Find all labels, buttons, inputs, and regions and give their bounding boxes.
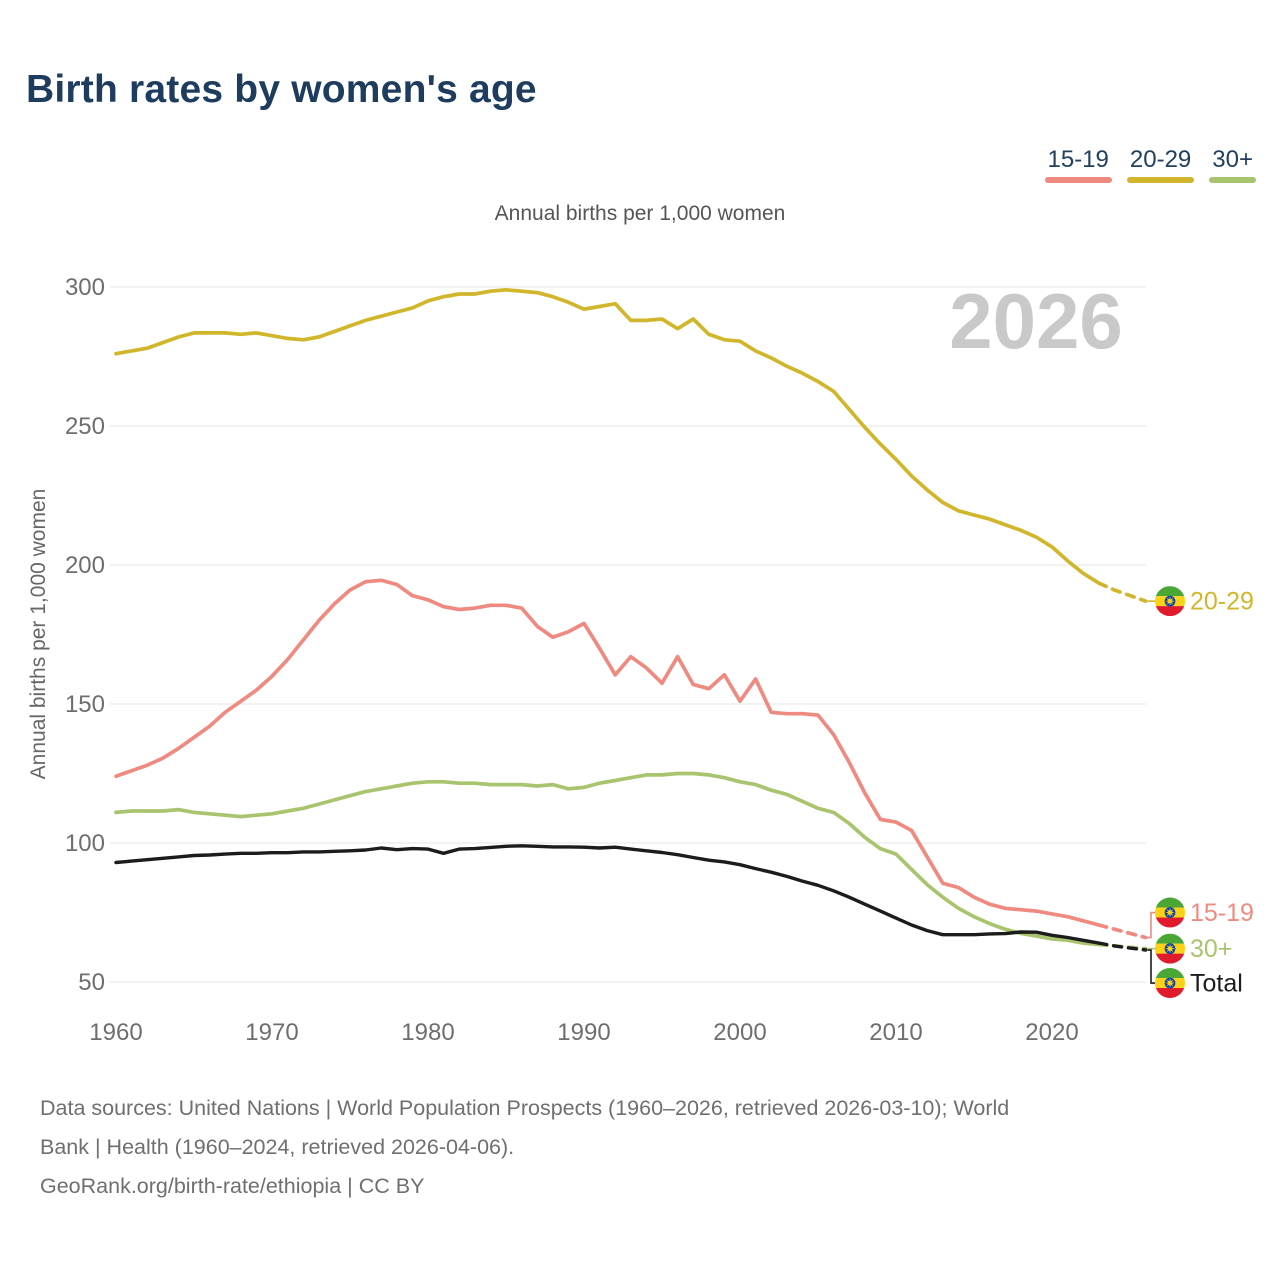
x-tick-label: 1990 [557,1019,610,1046]
flag-emblem-star [1165,978,1175,988]
y-tick-label: 200 [65,552,105,579]
y-tick-label: 250 [65,413,105,440]
attribution-line: GeoRank.org/birth-rate/ethiopia | CC BY [40,1174,425,1198]
data-series [114,287,1148,952]
series-line-projection-total [1097,941,1148,952]
flag-emblem-star [1165,944,1175,954]
flag-stripe-green [1155,897,1185,908]
flag-stripe-red [1155,917,1185,928]
data-sources-line-1: Data sources: United Nations | World Pop… [40,1096,1010,1120]
end-label-30+: 30+ [1190,935,1232,963]
flag-emblem-star [1165,907,1175,918]
legend-label: 20-29 [1129,146,1192,173]
series-line-projection-15-19 [1096,923,1148,940]
flag-stripe-red [1155,953,1185,964]
x-tick-label: 2010 [869,1019,922,1046]
end-label-15-19: 15-19 [1190,899,1254,927]
ethiopia-flag-icon [1155,933,1185,964]
ethiopia-flag-icon [1155,586,1185,617]
x-tick-label: 1970 [245,1019,298,1046]
legend-item-30plus[interactable]: 30+ [1209,146,1256,183]
page-title: Birth rates by women's age [26,68,537,111]
end-label-20-29: 20-29 [1190,588,1254,616]
flag-stripe-green [1155,968,1185,979]
x-tick-label: 1960 [89,1019,142,1046]
ethiopia-flag-icon [1155,897,1185,928]
flag-emblem-star [1165,596,1175,606]
footer: Data sources: United Nations | World Pop… [40,1089,1240,1206]
data-sources-line-2: Bank | Health (1960–2024, retrieved 2026… [40,1135,515,1159]
series-line-30+ [114,771,1101,947]
x-tick-label: 2020 [1025,1019,1078,1046]
y-tick-label: 100 [65,830,105,857]
age-group-legend: 15-19 20-29 30+ [1044,146,1256,183]
flag-stripe-red [1155,988,1185,999]
legend-color-bar [1126,177,1195,183]
end-annotations: 15-19 20-29 30+ Total [1147,586,1254,999]
x-tick-label: 2000 [713,1019,766,1046]
x-tick-label: 1980 [401,1019,454,1046]
chart-subtitle: Annual births per 1,000 women [495,202,786,225]
legend-label: 30+ [1212,146,1253,173]
legend-color-bar [1044,177,1112,183]
end-label-connector-total [1147,949,1155,984]
flag-stripe-red [1155,606,1185,617]
y-axis-ticks: 300 250 200 150 100 50 [65,274,105,996]
y-tick-label: 150 [65,691,105,718]
legend-item-15-19[interactable]: 15-19 [1044,146,1112,183]
y-axis-title: Annual births per 1,000 women [27,489,50,780]
y-tick-label: 50 [78,969,105,996]
x-axis-ticks: 1960 1970 1980 1990 2000 2010 2020 [89,1019,1078,1046]
series-line-20-29 [114,287,1101,585]
flag-stripe-green [1155,586,1185,597]
legend-color-bar [1209,177,1256,183]
series-line-total [114,844,1101,945]
end-label-connector-15-19 [1147,911,1155,939]
series-line-projection-20-29 [1096,581,1148,603]
gridlines [110,286,1146,983]
flag-stripe-green [1155,933,1185,944]
legend-label: 15-19 [1047,146,1109,173]
y-tick-label: 300 [65,274,105,301]
series-line-15-19 [114,578,1101,927]
legend-item-20-29[interactable]: 20-29 [1126,146,1195,183]
year-watermark: 2026 [949,277,1123,365]
end-label-total: Total [1190,970,1243,998]
ethiopia-flag-icon [1155,968,1185,999]
